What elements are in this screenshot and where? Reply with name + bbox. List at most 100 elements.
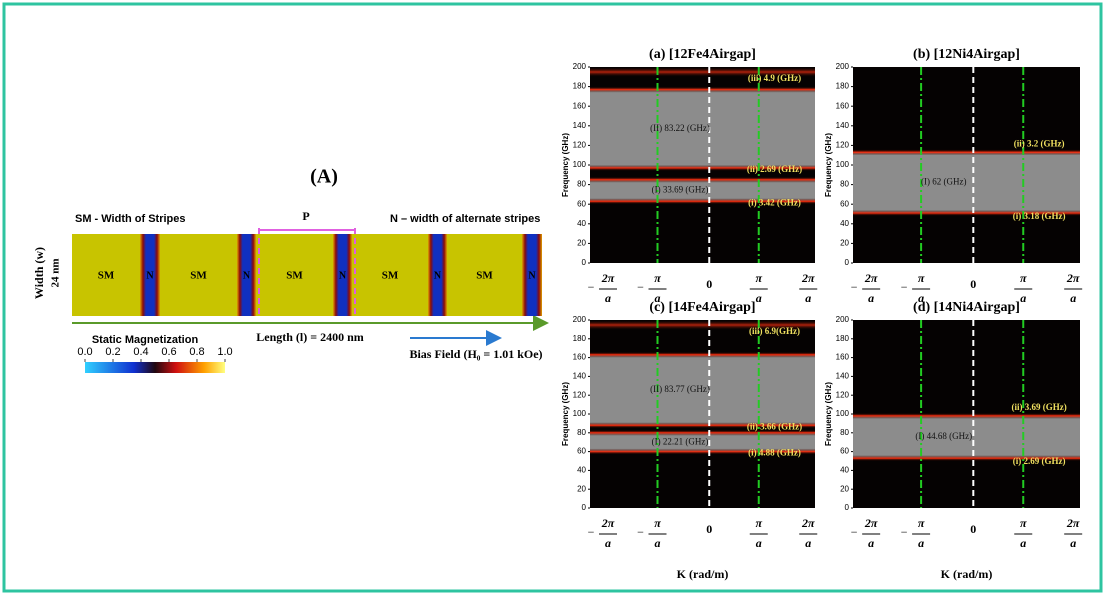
- x-tick-numerator: π: [1020, 516, 1027, 530]
- gap-label: (ii) 3.66 (GHz): [747, 421, 802, 431]
- x-tick-sign: −: [901, 525, 908, 539]
- x-tick-sign: −: [588, 525, 595, 539]
- panel-title: (d) [14Ni4Airgap]: [913, 300, 1020, 315]
- x-tick-sign: −: [637, 525, 644, 539]
- panel-title: (c) [14Fe4Airgap]: [649, 300, 755, 315]
- y-tick-label: 160: [573, 353, 587, 362]
- stripe-label: SM: [286, 270, 303, 282]
- y-tick-label: 140: [836, 121, 850, 130]
- y-tick-label: 60: [840, 447, 849, 456]
- y-tick-label: 60: [577, 447, 586, 456]
- y-tick-label: 20: [577, 484, 586, 493]
- stripe-label: N: [243, 270, 251, 281]
- x-tick-numerator: π: [918, 271, 925, 285]
- page: (A)SM - Width of StripesPN – width of al…: [0, 0, 1105, 595]
- gap-label: (i) 2.69 (GHz): [1013, 456, 1066, 466]
- y-tick-label: 140: [573, 372, 587, 381]
- x-tick-denominator: a: [756, 291, 762, 305]
- y-tick-label: 100: [573, 409, 587, 418]
- y-tick-label: 60: [840, 199, 849, 208]
- colorbar-tick-label: 0.0: [77, 346, 92, 358]
- y-tick-label: 40: [840, 466, 849, 475]
- y-axis-label: Frequency (GHz): [824, 133, 833, 197]
- figure: (A)SM - Width of StripesPN – width of al…: [0, 0, 1105, 595]
- y-tick-label: 140: [573, 121, 587, 130]
- x-tick-numerator: π: [755, 516, 762, 530]
- schematic-title: (A): [310, 166, 338, 188]
- y-tick-label: 140: [836, 372, 850, 381]
- gap-label: (ii) 2.69 (GHz): [747, 164, 802, 174]
- gap-label: (I) 33.69 (GHz): [652, 185, 709, 195]
- y-tick-label: 200: [836, 315, 850, 324]
- colorbar-title: Static Magnetization: [92, 334, 199, 346]
- y-tick-label: 120: [573, 390, 587, 399]
- x-tick-label: 0: [970, 522, 976, 536]
- x-tick-denominator: a: [605, 536, 611, 550]
- gap-label: (II) 83.77 (GHz): [650, 384, 710, 394]
- x-tick-denominator: a: [1070, 291, 1076, 305]
- y-tick-label: 160: [573, 101, 587, 110]
- colorbar: [85, 362, 225, 373]
- x-tick-label: 0: [706, 277, 712, 291]
- sm-label: SM - Width of Stripes: [75, 213, 186, 225]
- y-tick-label: 20: [840, 239, 849, 248]
- stripe-label: SM: [382, 270, 399, 282]
- band-edge: [853, 149, 1080, 155]
- y-tick-label: 200: [573, 315, 587, 324]
- gap-label: (ii) 3.69 (GHz): [1012, 402, 1067, 412]
- y-tick-label: 160: [836, 101, 850, 110]
- gap-label: (I) 62 (GHz): [921, 177, 966, 187]
- colorbar-tick-label: 0.4: [133, 346, 148, 358]
- x-tick-denominator: a: [605, 291, 611, 305]
- panel-title: (a) [12Fe4Airgap]: [649, 47, 756, 62]
- y-tick-label: 100: [573, 160, 587, 169]
- x-tick-numerator: 2π: [864, 271, 878, 285]
- y-tick-label: 160: [836, 353, 850, 362]
- x-tick-numerator: 2π: [1066, 516, 1080, 530]
- x-tick-denominator: a: [805, 291, 811, 305]
- colorbar-tick-label: 0.6: [161, 346, 176, 358]
- x-tick-numerator: π: [654, 516, 661, 530]
- stripe-label: N: [434, 270, 442, 281]
- stripe-label: SM: [190, 270, 207, 282]
- gap-label: (i) 3.18 (GHz): [1013, 211, 1066, 221]
- colorbar-tick-label: 1.0: [217, 346, 232, 358]
- gap-label: (ii) 3.2 (GHz): [1014, 138, 1065, 148]
- gap-label: (I) 44.68 (GHz): [915, 431, 972, 441]
- y-tick-label: 180: [573, 334, 587, 343]
- y-tick-label: 0: [582, 258, 587, 267]
- x-tick-sign: −: [901, 280, 908, 294]
- stripe-label: N: [528, 270, 536, 281]
- band-edge: [590, 87, 815, 93]
- y-tick-label: 80: [840, 428, 849, 437]
- x-tick-numerator: π: [1020, 271, 1027, 285]
- bias-label: Bias Field (H₀ = 1.01 kOe): [409, 347, 542, 361]
- gap-label: (iii) 6.9(GHz): [749, 326, 800, 336]
- stripe-label: N: [146, 270, 154, 281]
- x-tick-numerator: π: [654, 271, 661, 285]
- x-tick-numerator: 2π: [801, 271, 815, 285]
- x-axis-label: K (rad/m): [941, 567, 993, 581]
- y-tick-label: 100: [836, 409, 850, 418]
- y-tick-label: 80: [840, 180, 849, 189]
- y-tick-label: 0: [582, 503, 587, 512]
- band-edge: [590, 177, 815, 183]
- y-tick-label: 40: [840, 219, 849, 228]
- y-tick-label: 0: [845, 258, 850, 267]
- x-tick-denominator: a: [918, 536, 924, 550]
- x-tick-numerator: π: [755, 271, 762, 285]
- y-tick-label: 120: [573, 141, 587, 150]
- x-tick-numerator: 2π: [601, 271, 615, 285]
- y-tick-label: 40: [577, 219, 586, 228]
- x-tick-denominator: a: [805, 536, 811, 550]
- y-tick-label: 180: [836, 334, 850, 343]
- gap-label: (i) 3.42 (GHz): [748, 197, 801, 207]
- y-tick-label: 80: [577, 180, 586, 189]
- y-tick-label: 60: [577, 199, 586, 208]
- x-tick-sign: −: [851, 525, 858, 539]
- n-label: N – width of alternate stripes: [390, 213, 540, 225]
- y-tick-label: 120: [836, 390, 850, 399]
- x-tick-numerator: 2π: [601, 516, 615, 530]
- y-tick-label: 40: [577, 466, 586, 475]
- gap-label: (iii) 4.9 (GHz): [748, 73, 801, 83]
